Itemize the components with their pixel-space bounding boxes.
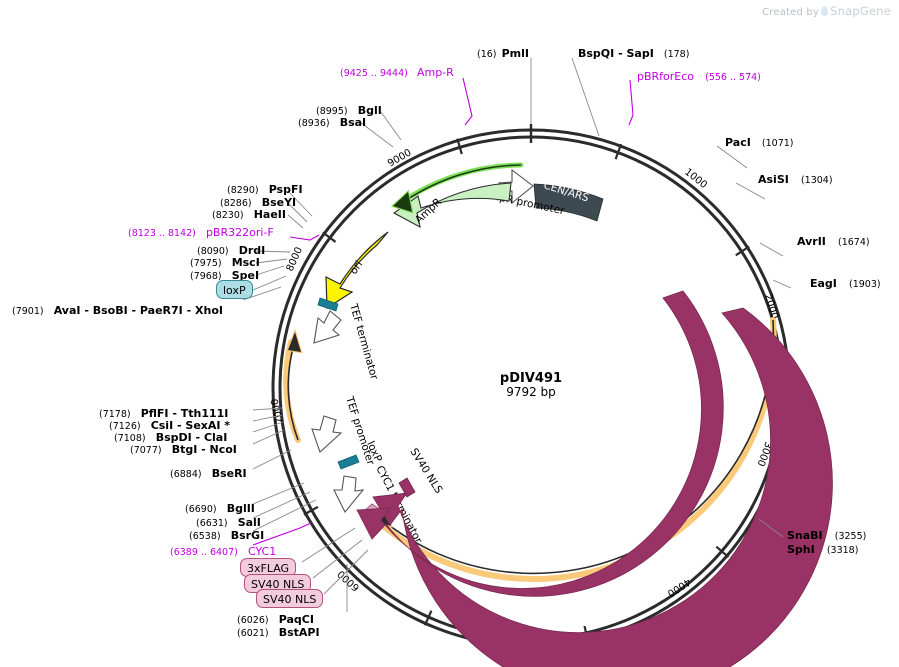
leader-lines [242, 57, 792, 612]
feature-loxp-upper[interactable] [317, 297, 339, 312]
feature-label-tef-terminator: TEF terminator [347, 302, 381, 382]
feature-ampr[interactable]: AmpR [390, 162, 524, 229]
credit-brand: SnapGene [830, 4, 891, 18]
feature-tef-promoter[interactable]: TEF promoter [311, 394, 377, 467]
tick-label: 4000 [665, 575, 692, 598]
feature-label-cas9-outer: Cas9 [601, 485, 625, 513]
feature-label-cas9-inner: Cas9 [595, 527, 620, 555]
snapgene-drop-icon [821, 6, 829, 16]
plasmid-center-label: pDIV491 9792 bp [500, 371, 562, 399]
feature-cas9-inner[interactable]: Cas9 [356, 290, 724, 597]
snapgene-credit: Created by SnapGene [762, 4, 891, 18]
feature-label-ori: ori [348, 259, 366, 277]
tick-label: 2000 [762, 293, 780, 320]
credit-prefix: Created by [762, 7, 820, 18]
plasmid-size: 9792 bp [506, 385, 556, 399]
feature-sv40-nls-small-2[interactable]: SV40 NLS [398, 446, 445, 498]
feature-ori[interactable]: ori [325, 231, 389, 310]
feature-tef-terminator[interactable]: TEF terminator [313, 302, 381, 382]
feature-orange-arc-left [283, 328, 303, 443]
plasmid-name: pDIV491 [500, 371, 562, 386]
tick-label: 7000 [269, 398, 285, 425]
